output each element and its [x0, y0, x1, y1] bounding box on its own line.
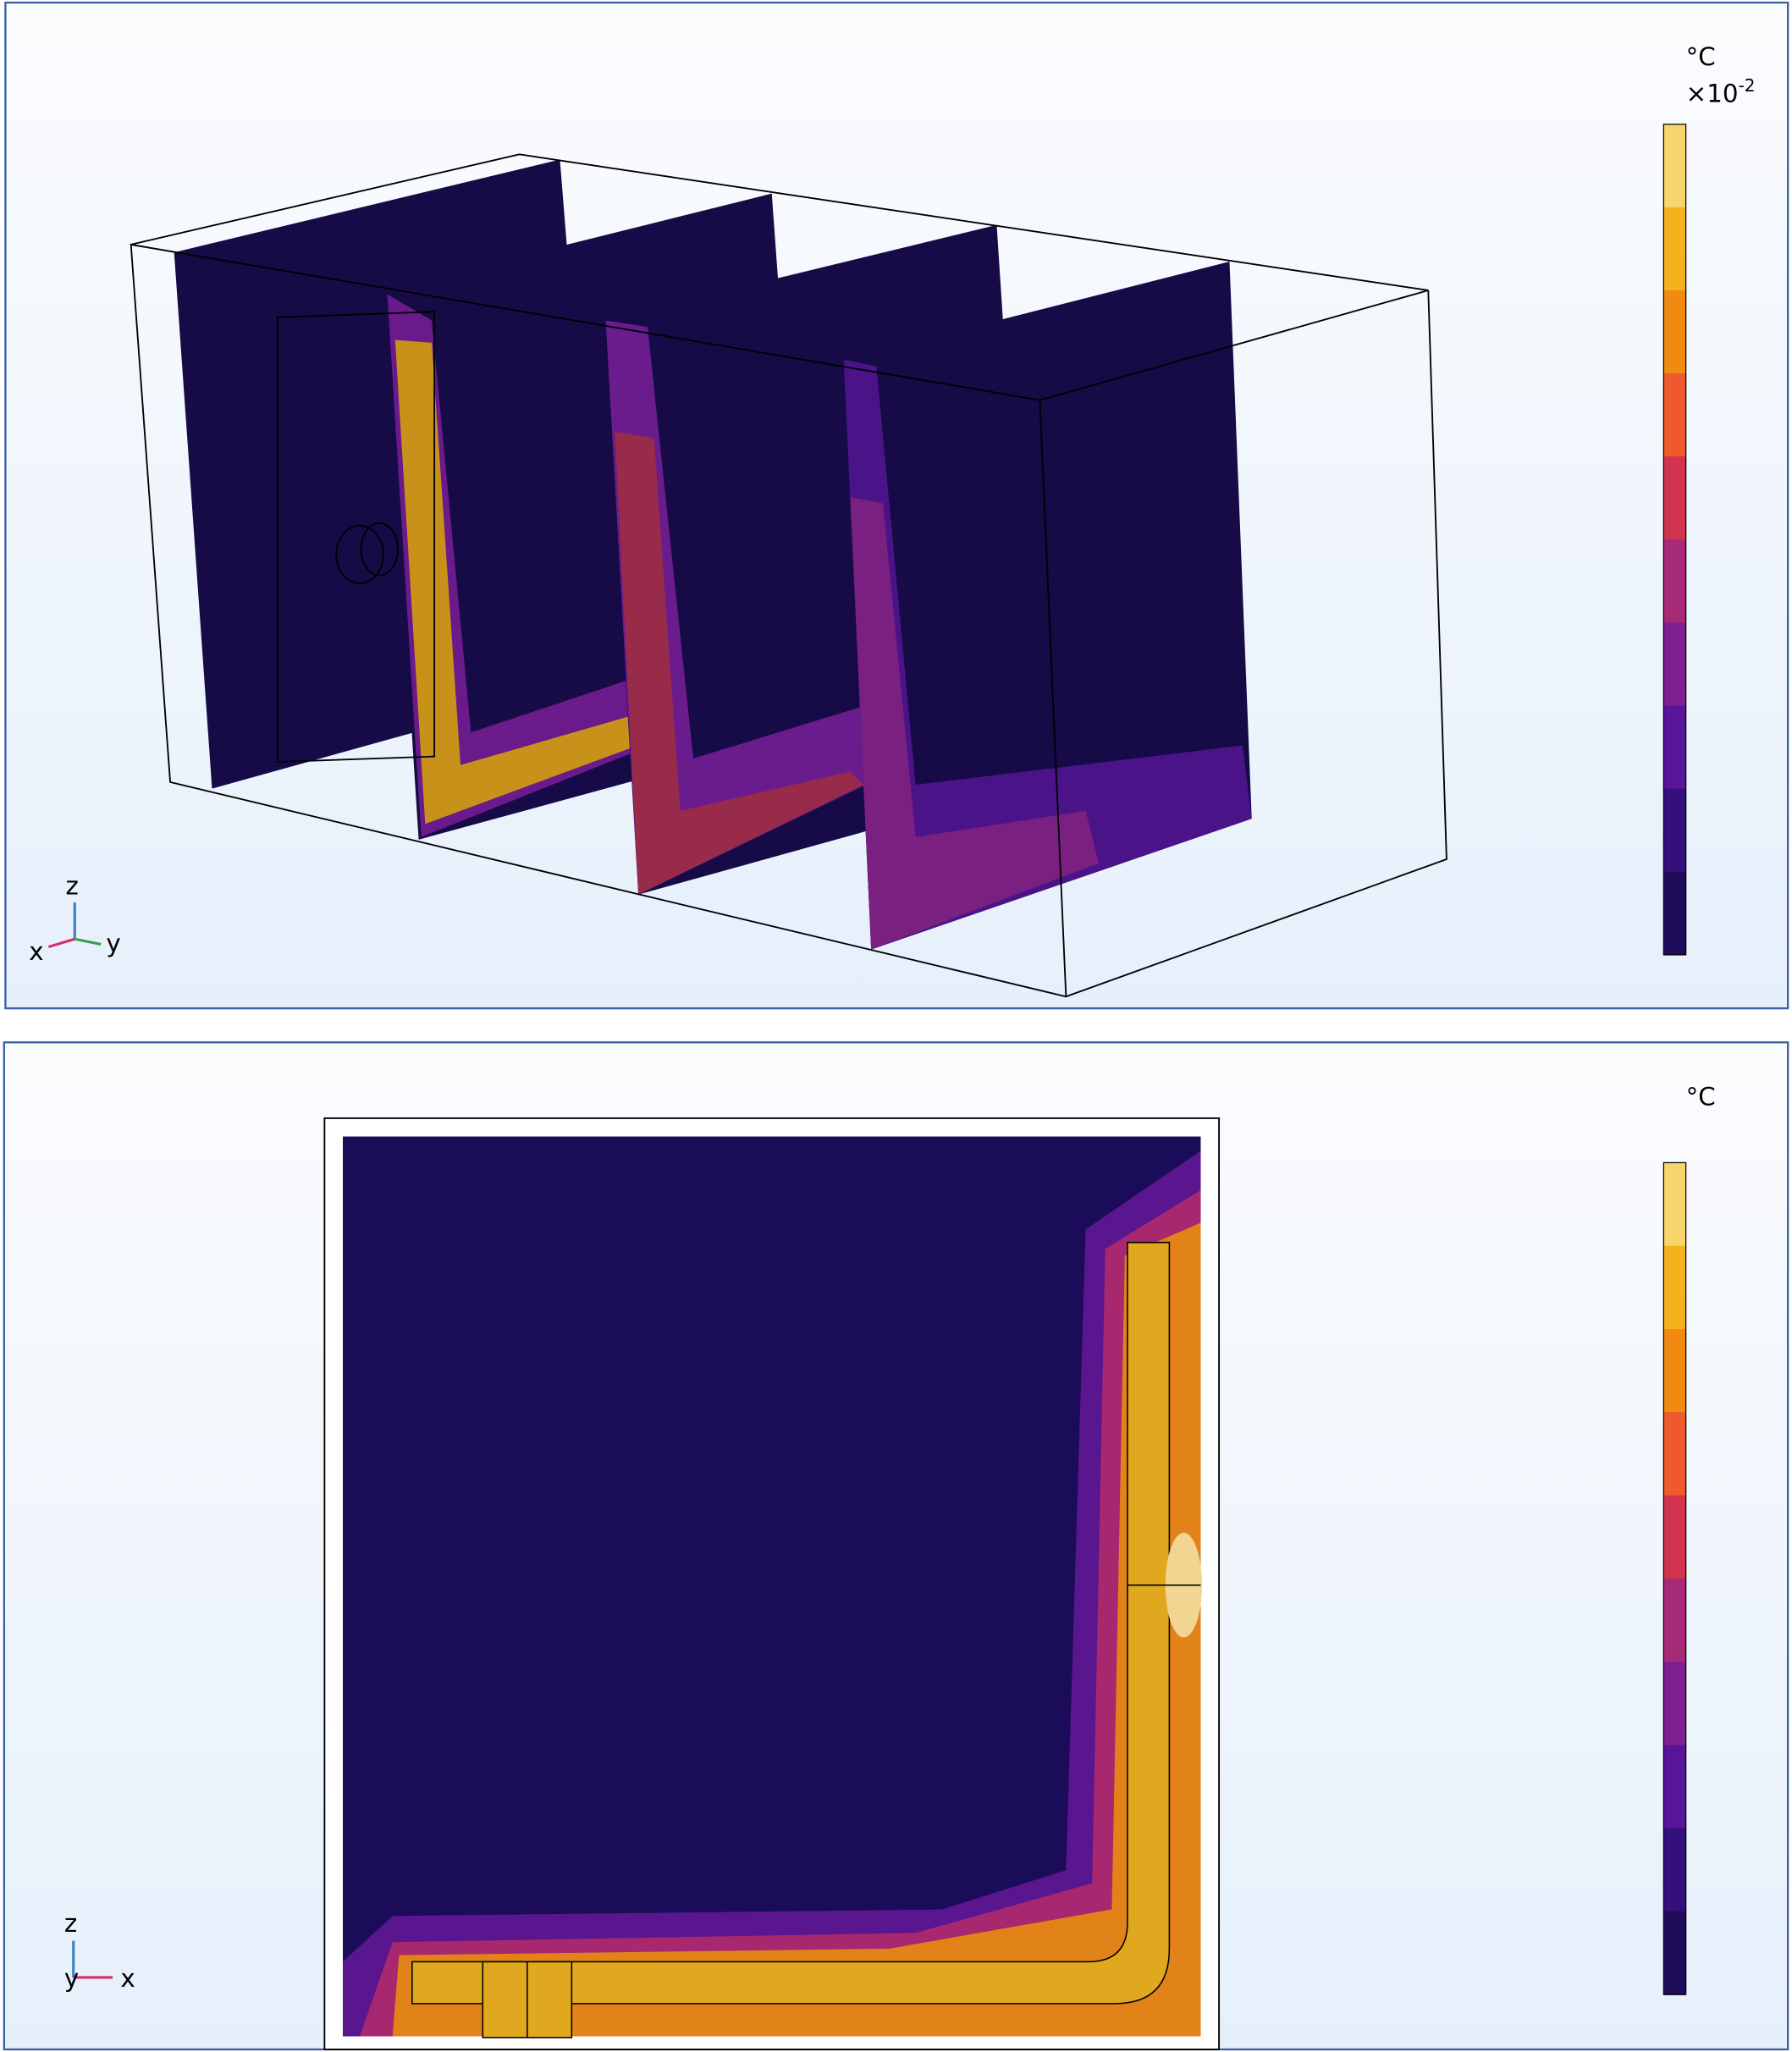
colorbar-band: [1663, 1328, 1686, 1413]
colorbar-band: [1663, 539, 1686, 624]
colorbar-band: [1663, 124, 1686, 208]
scale-base: ×10: [1686, 80, 1739, 108]
slice-hot: [850, 497, 1099, 950]
unit-label: °C: [1686, 42, 1716, 71]
axis-label: x: [29, 937, 43, 966]
box-edges: [130, 153, 1447, 998]
scale-exponent: -2: [1739, 75, 1756, 96]
colorbar-band: [1663, 1911, 1686, 1995]
panel-3d: °C ×10-2 z x y: [4, 1, 1789, 1010]
colorbar-frame: [1662, 124, 1687, 956]
colorbar-band: [1663, 1162, 1686, 1247]
colorbar: [1662, 124, 1687, 956]
axis-triad: z y x: [64, 1909, 135, 1993]
colorbar-band: [1663, 622, 1686, 707]
axis-label: y: [64, 1964, 79, 1993]
axis-label: x: [120, 1964, 135, 1993]
colorbar-band: [1663, 1828, 1686, 1912]
colorbar-frame: [1662, 1161, 1687, 1995]
slice-pipe: [394, 339, 631, 825]
colorbar-band: [1663, 1745, 1686, 1829]
slice-hot: [843, 359, 1252, 950]
colorbar-band: [1663, 456, 1686, 541]
axis-label: z: [65, 872, 78, 901]
colorbar-band: [1663, 1661, 1686, 1746]
colorbar-band: [1663, 788, 1686, 873]
pipe: [411, 1241, 1171, 2005]
colorbar-band: [1663, 1245, 1686, 1330]
colorbar-band: [1663, 1412, 1686, 1497]
unit-label: °C: [1686, 1082, 1716, 1111]
colorbar-band: [1663, 207, 1686, 291]
axis-triad: z x y: [29, 872, 121, 966]
axis-label: y: [106, 929, 120, 958]
colorbar-band: [1663, 1495, 1686, 1580]
slice-hot: [615, 431, 863, 895]
colorbar-band: [1663, 1578, 1686, 1663]
colorbar-band: [1663, 871, 1686, 956]
scale-label: ×10-2: [1686, 75, 1756, 108]
colorbar-band: [1663, 373, 1686, 457]
colorbar: [1662, 1161, 1687, 1995]
colorbar-band: [1663, 290, 1686, 374]
axis-label: z: [64, 1909, 77, 1938]
panel-2d: °C z y x: [3, 1041, 1789, 2051]
colorbar-band: [1663, 705, 1686, 790]
